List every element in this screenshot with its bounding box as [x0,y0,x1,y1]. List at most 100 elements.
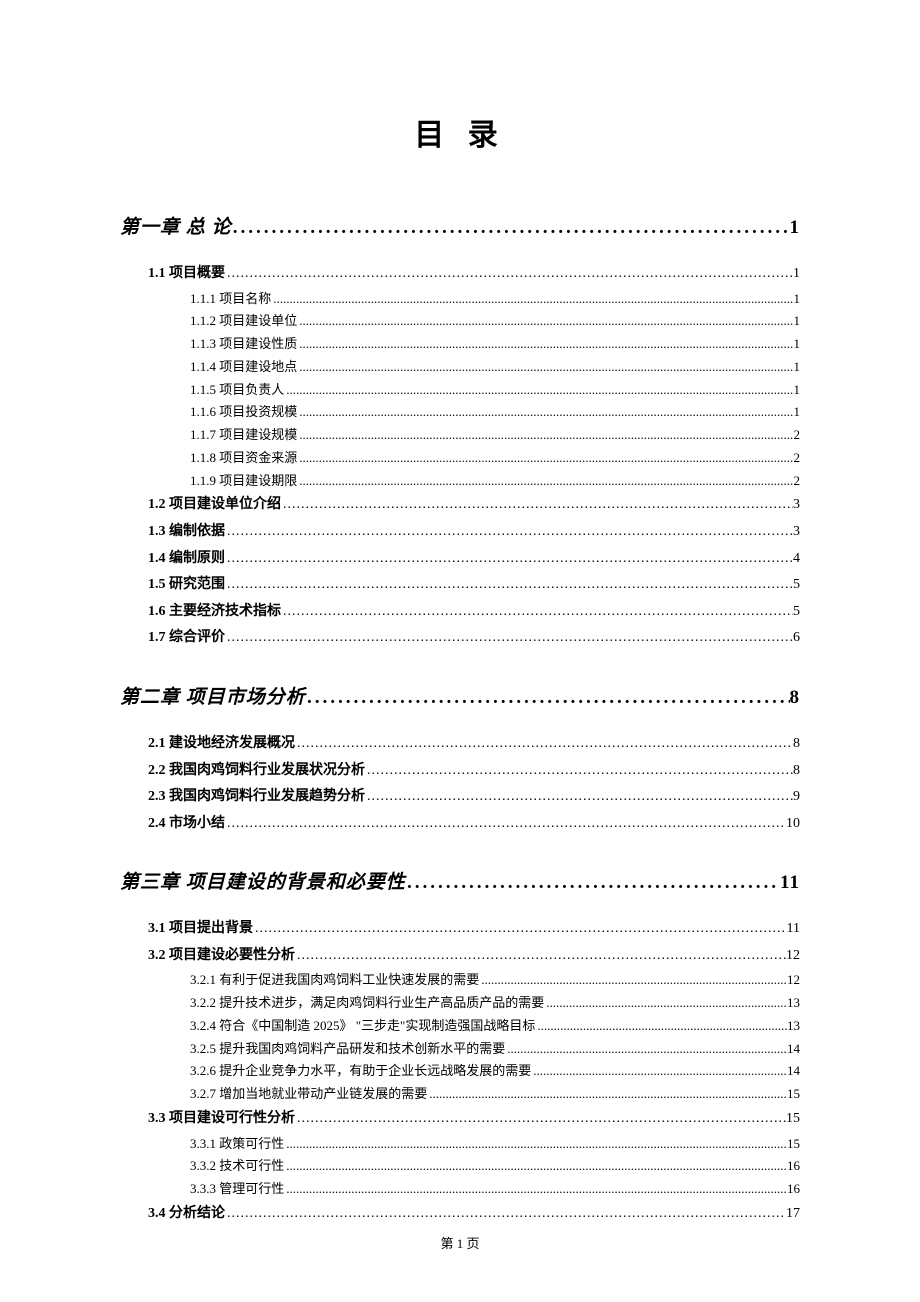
toc-entry: 3.3 项目建设可行性分析...........................… [120,1106,800,1133]
toc-entry-page: 8 [793,731,800,758]
toc-entry-page: 14 [787,1038,800,1061]
toc-leader-dots: ........................................… [365,784,793,811]
toc-entry-label: 2.4 市场小结 [148,811,225,838]
toc-entry-page: 13 [787,1015,800,1038]
toc-entry: 1.1 项目概要................................… [120,261,800,288]
toc-entry-page: 15 [787,1083,800,1106]
toc-leader-dots: ........................................… [365,758,793,785]
toc-entry-page: 2 [794,470,801,493]
toc-entry: 第二章 项目市场分析..............................… [120,682,800,709]
toc-entry: 3.3.1 政策可行性.............................… [120,1133,800,1156]
toc-entry-label: 3.1 项目提出背景 [148,916,253,943]
toc-entry-page: 1 [790,217,801,239]
toc-entry-label: 1.3 编制依据 [148,519,225,546]
toc-entry-page: 16 [787,1155,800,1178]
toc-entry: 2.4 市场小结................................… [120,811,800,838]
toc-leader-dots: ........................................… [297,310,793,333]
toc-entry-page: 3 [793,492,800,519]
toc-entry-label: 3.2.6 提升企业竞争力水平，有助于企业长远战略发展的需要 [190,1060,531,1083]
toc-leader-dots: ........................................… [479,969,787,992]
toc-leader-dots: ........................................… [232,217,790,239]
toc-entry: 1.1.2 项目建设单位............................… [120,310,800,333]
toc-entry-page: 15 [787,1133,800,1156]
toc-entry-label: 1.1.6 项目投资规模 [190,401,297,424]
document-page: 目 录 第一章 总 论.............................… [0,0,920,1227]
toc-entry: 1.1.9 项目建设期限............................… [120,470,800,493]
toc-entry-label: 第一章 总 论 [120,212,232,239]
toc-leader-dots: ........................................… [535,1015,787,1038]
toc-entry-page: 15 [786,1106,800,1133]
toc-entry-label: 2.2 我国肉鸡饲料行业发展状况分析 [148,758,365,785]
toc-leader-dots: ........................................… [297,470,793,493]
toc-entry-page: 1 [794,288,801,311]
toc-entry: 2.3 我国肉鸡饲料行业发展趋势分析......................… [120,784,800,811]
toc-entry: 3.3.2 技术可行性.............................… [120,1155,800,1178]
toc-leader-dots: ........................................… [531,1060,787,1083]
toc-entry-label: 1.1 项目概要 [148,261,225,288]
toc-entry: 1.3 编制依据................................… [120,519,800,546]
toc-entry-label: 2.3 我国肉鸡饲料行业发展趋势分析 [148,784,365,811]
toc-entry-label: 3.2.2 提升技术进步，满足肉鸡饲料行业生产高品质产品的需要 [190,992,544,1015]
toc-leader-dots: ........................................… [225,572,793,599]
toc-entry-page: 13 [787,992,800,1015]
toc-leader-dots: ........................................… [281,599,793,626]
toc-entry-label: 1.6 主要经济技术指标 [148,599,281,626]
toc-entry: 1.4 编制原则................................… [120,546,800,573]
toc-entry-page: 1 [794,310,801,333]
toc-entry-label: 3.2.4 符合《中国制造 2025》 "三步走"实现制造强国战略目标 [190,1015,535,1038]
toc-entry-page: 5 [793,572,800,599]
toc-entry-label: 1.1.2 项目建设单位 [190,310,297,333]
toc-leader-dots: ........................................… [284,379,793,402]
toc-entry-page: 3 [793,519,800,546]
toc-entry-page: 11 [780,872,800,894]
toc-leader-dots: ........................................… [297,447,793,470]
toc-entry-label: 2.1 建设地经济发展概况 [148,731,295,758]
toc-entry-page: 16 [787,1178,800,1201]
toc-entry: 3.1 项目提出背景..............................… [120,916,800,943]
toc-title: 目 录 [120,110,800,154]
toc-entry-label: 1.1.9 项目建设期限 [190,470,297,493]
toc-entry-label: 1.2 项目建设单位介绍 [148,492,281,519]
toc-leader-dots: ........................................… [297,424,793,447]
toc-leader-dots: ........................................… [284,1178,787,1201]
toc-entry-label: 1.1.4 项目建设地点 [190,356,297,379]
toc-entry-label: 1.4 编制原则 [148,546,225,573]
toc-leader-dots: ........................................… [295,1106,786,1133]
toc-entry-page: 12 [787,969,800,992]
toc-leader-dots: ........................................… [505,1038,787,1061]
toc-entry-label: 3.2 项目建设必要性分析 [148,943,295,970]
toc-entry-page: 4 [793,546,800,573]
toc-entry-page: 9 [793,784,800,811]
toc-entry-page: 6 [793,625,800,652]
toc-entry-label: 1.5 研究范围 [148,572,225,599]
toc-entry: 1.1.5 项目负责人.............................… [120,379,800,402]
toc-entry-label: 第三章 项目建设的背景和必要性 [120,867,406,894]
toc-entry-page: 1 [793,261,800,288]
toc-entry: 3.4 分析结论................................… [120,1201,800,1228]
toc-entry-label: 第二章 项目市场分析 [120,682,306,709]
toc-entry: 1.1.6 项目投资规模............................… [120,401,800,424]
toc-entry: 3.2.2 提升技术进步，满足肉鸡饲料行业生产高品质产品的需要.........… [120,992,800,1015]
toc-entry-label: 3.2.7 增加当地就业带动产业链发展的需要 [190,1083,427,1106]
toc-entry-label: 3.3.2 技术可行性 [190,1155,284,1178]
page-footer: 第 1 页 [0,1233,920,1252]
toc-entry-page: 11 [787,916,800,943]
toc-entry: 1.1.4 项目建设地点............................… [120,356,800,379]
toc-entry-page: 2 [794,447,801,470]
toc-entry: 第一章 总 论.................................… [120,212,800,239]
toc-entry: 3.2.7 增加当地就业带动产业链发展的需要..................… [120,1083,800,1106]
toc-entry-label: 3.3.3 管理可行性 [190,1178,284,1201]
toc-leader-dots: ........................................… [271,288,793,311]
toc-leader-dots: ........................................… [295,731,793,758]
toc-entry-page: 12 [786,943,800,970]
toc-entry: 1.7 综合评价................................… [120,625,800,652]
toc-entry-label: 1.1.3 项目建设性质 [190,333,297,356]
toc-entry-label: 1.1.8 项目资金来源 [190,447,297,470]
toc-leader-dots: ........................................… [281,492,793,519]
toc-entry-label: 1.1.5 项目负责人 [190,379,284,402]
toc-entry-label: 1.1.1 项目名称 [190,288,271,311]
toc-leader-dots: ........................................… [253,916,787,943]
toc-entry: 1.1.8 项目资金来源............................… [120,447,800,470]
toc-entry-page: 1 [794,401,801,424]
toc-entry-label: 3.3.1 政策可行性 [190,1133,284,1156]
